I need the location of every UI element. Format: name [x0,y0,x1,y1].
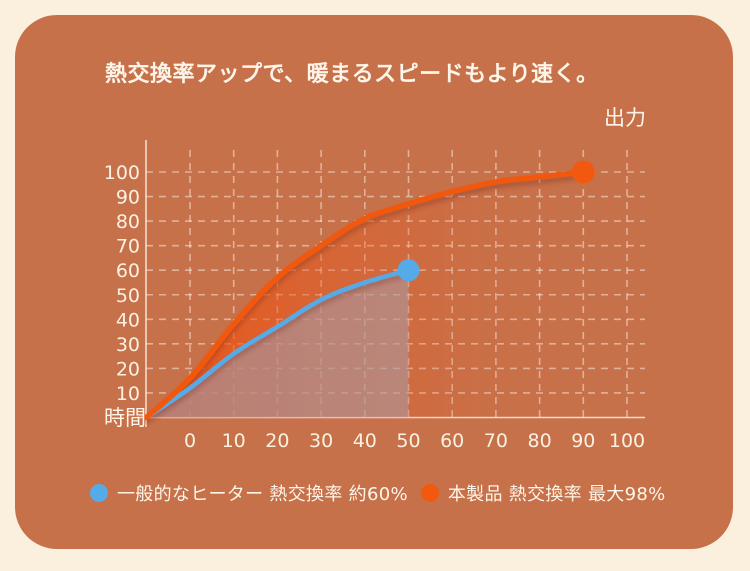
y-tick-label-100: 100 [104,162,140,184]
y-tick-label-70: 70 [116,236,140,258]
legend-dot-blue [90,484,108,502]
x-tick-label-0: 0 [184,430,196,452]
x-tick-label-90: 90 [571,430,595,452]
chart-legend: 一般的なヒーター 熱交換率 約60% 本製品 熱交換率 最大98% [90,480,666,506]
y-tick-label-30: 30 [116,334,140,356]
legend-item-generic-heater: 一般的なヒーター 熱交換率 約60% [90,480,408,506]
series-endpoint-dot-1 [571,160,595,184]
x-tick-label-50: 50 [396,430,420,452]
y-tick-label-40: 40 [116,309,140,331]
chart-title: 熱交換率アップで、暖まるスピードもより速く。 [105,62,599,87]
legend-label: 本製品 熱交換率 最大98% [447,484,666,505]
x-tick-label-70: 70 [484,430,508,452]
series-curve-1 [143,169,587,421]
series-area-0 [146,270,409,418]
x-tick-label-20: 20 [265,430,289,452]
x-tick-label-100: 100 [609,430,645,452]
legend-dot-orange [420,484,439,502]
series-endpoint-dot-0 [397,259,420,282]
y-tick-label-50: 50 [116,285,140,307]
series-curves [143,169,587,421]
legend-label: 一般的なヒーター 熱交換率 約60% [117,484,408,505]
x-tick-label-80: 80 [528,430,552,452]
x-tick-label-30: 30 [309,430,333,452]
x-tick-label-40: 40 [353,430,377,452]
x-axis-title: 時間 [104,406,146,430]
x-tick-label-10: 10 [222,430,246,452]
y-tick-label-80: 80 [116,211,140,233]
legend-item-this-product: 本製品 熱交換率 最大98% [420,480,666,506]
y-tick-label-20: 20 [116,358,140,380]
x-tick-label-60: 60 [440,430,464,452]
y-axis-title: 出力 [604,106,646,130]
x-tick-labels: 0 10 20 30 40 50 60 70 80 90 100 [184,430,645,452]
y-tick-label-10: 10 [116,383,140,405]
series-areas [146,172,584,418]
series-curve-0 [144,267,411,420]
series-endpoint-dots [397,160,595,282]
y-tick-label-90: 90 [116,187,140,209]
y-tick-label-60: 60 [116,260,140,282]
